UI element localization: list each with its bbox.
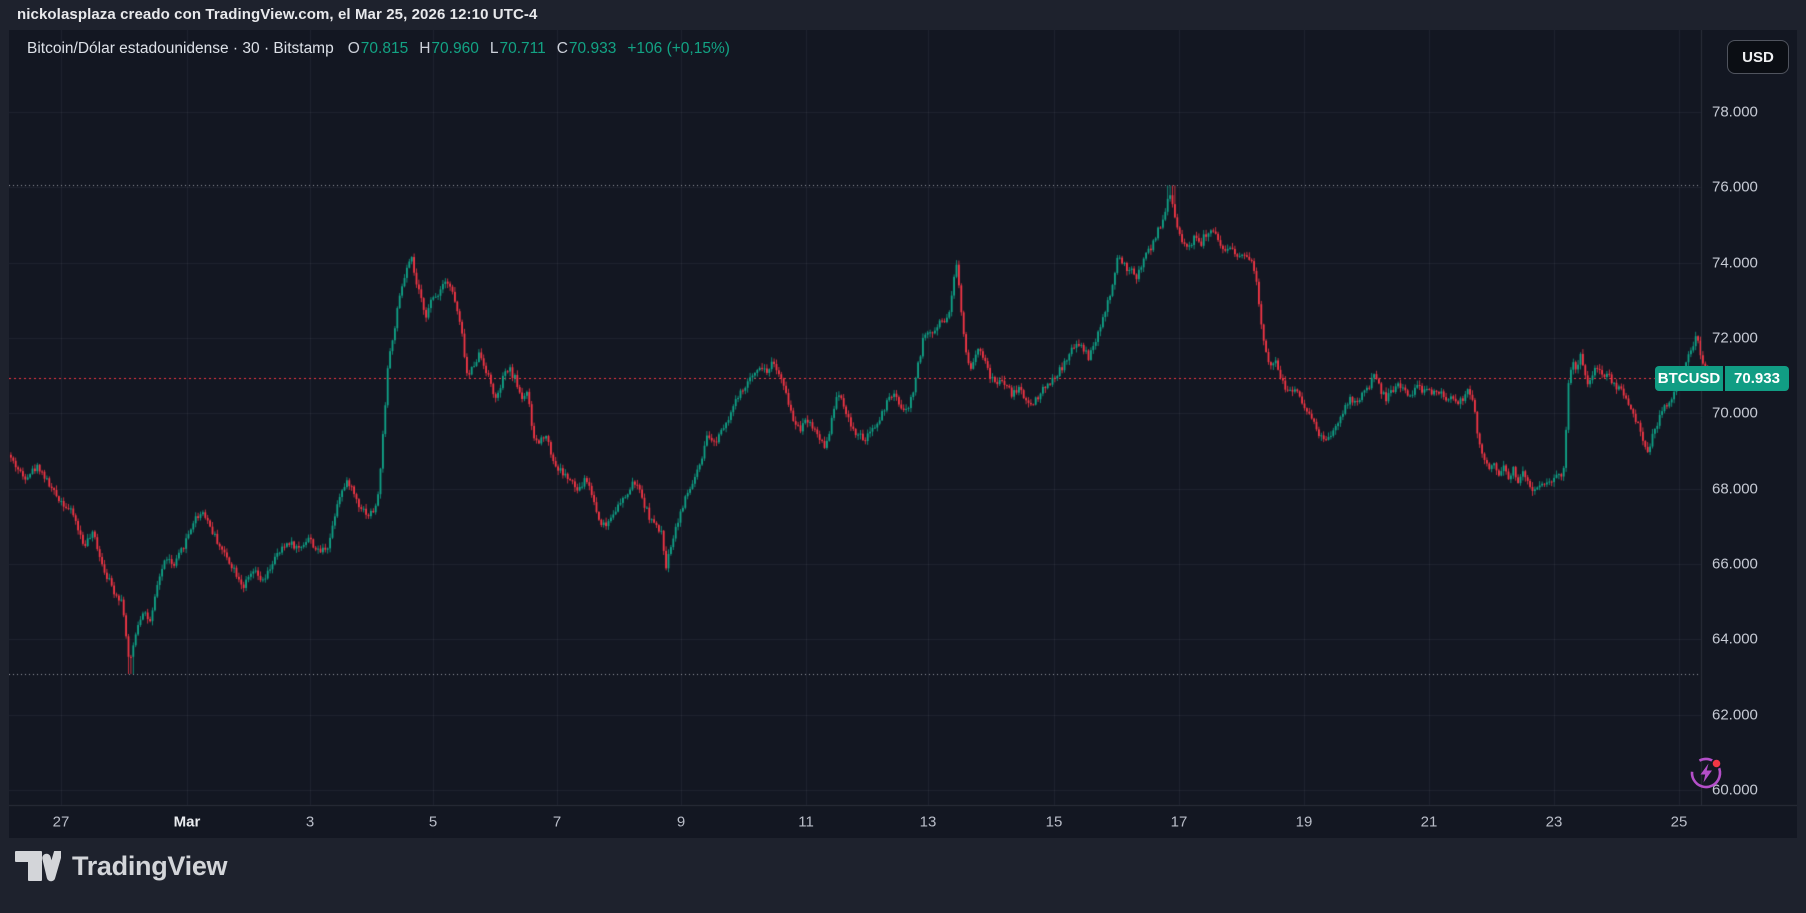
boost-lightning-icon[interactable] (1688, 754, 1726, 792)
time-scale[interactable]: 27 Mar 3 5 7 9 11 13 15 17 19 21 23 25 (9, 806, 1701, 838)
time-tick-label: 15 (1045, 813, 1063, 831)
symbol-title[interactable]: Bitcoin/Dólar estadounidense · 30 · Bits… (27, 40, 334, 57)
ohlc-close-label: C (556, 40, 568, 57)
time-tick-label: 5 (428, 813, 438, 831)
time-tick-label: 11 (798, 813, 814, 831)
time-tick-label: 27 (52, 813, 70, 831)
ohlc-low-value: 70.711 (499, 40, 546, 57)
time-tick-label: 19 (1295, 813, 1313, 831)
time-tick-label: Mar (173, 813, 201, 831)
chart-pane: Bitcoin/Dólar estadounidense · 30 · Bits… (9, 30, 1797, 838)
price-tick-label: 76.000 (1712, 178, 1758, 196)
ohlc-values: O 70.815 H 70.960 L 70.711 C 70.933 +106 (+0… (348, 40, 730, 58)
ohlc-change-value: +106 (+0,15%) (627, 40, 730, 57)
price-tick-label: 66.000 (1712, 555, 1758, 573)
ohlc-high-value: 70.960 (431, 40, 479, 57)
price-scale[interactable]: 78.000 76.000 74.000 72.000 70.000 68.000 66.0… (1712, 30, 1797, 805)
tradingview-logo-text: TradingView (72, 851, 228, 881)
tradingview-logo-icon (15, 851, 61, 882)
time-tick-label: 21 (1420, 813, 1438, 831)
price-tick-label: 78.000 (1712, 103, 1758, 121)
time-tick-label: 3 (305, 813, 315, 831)
candlestick-chart-canvas[interactable] (9, 30, 1797, 838)
time-tick-label: 25 (1670, 813, 1688, 831)
tradingview-logo[interactable]: TradingView (15, 851, 228, 882)
time-tick-label: 9 (676, 813, 686, 831)
price-tick-label: 70.000 (1712, 404, 1758, 422)
price-tick-label: 72.000 (1712, 329, 1758, 347)
attribution-text: nickolasplaza creado con TradingView.com… (17, 6, 538, 23)
ohlc-open-label: O (347, 40, 360, 57)
time-tick-label: 7 (552, 813, 562, 831)
ohlc-close-value: 70.933 (568, 40, 617, 57)
ohlc-high-label: H (419, 40, 431, 57)
time-tick-label: 13 (919, 813, 937, 831)
lightning-bolt-icon (1700, 763, 1712, 783)
price-tick-label: 68.000 (1712, 480, 1758, 498)
price-label-symbol: BTCUSD (1655, 366, 1723, 391)
price-tick-label: 64.000 (1712, 630, 1758, 648)
symbol-header: Bitcoin/Dólar estadounidense · 30 · Bits… (27, 40, 730, 58)
price-tick-label: 60.000 (1712, 781, 1758, 799)
current-price-label: BTCUSD 70.933 (1655, 366, 1789, 391)
currency-button[interactable]: USD (1727, 40, 1789, 74)
price-label-value: 70.933 (1723, 366, 1789, 391)
notification-dot (1711, 758, 1722, 769)
price-tick-label: 74.000 (1712, 254, 1758, 272)
time-tick-label: 17 (1170, 813, 1188, 831)
price-tick-label: 62.000 (1712, 706, 1758, 724)
time-tick-label: 23 (1545, 813, 1563, 831)
ohlc-low-label: L (489, 40, 499, 57)
ohlc-open-value: 70.815 (360, 40, 409, 57)
